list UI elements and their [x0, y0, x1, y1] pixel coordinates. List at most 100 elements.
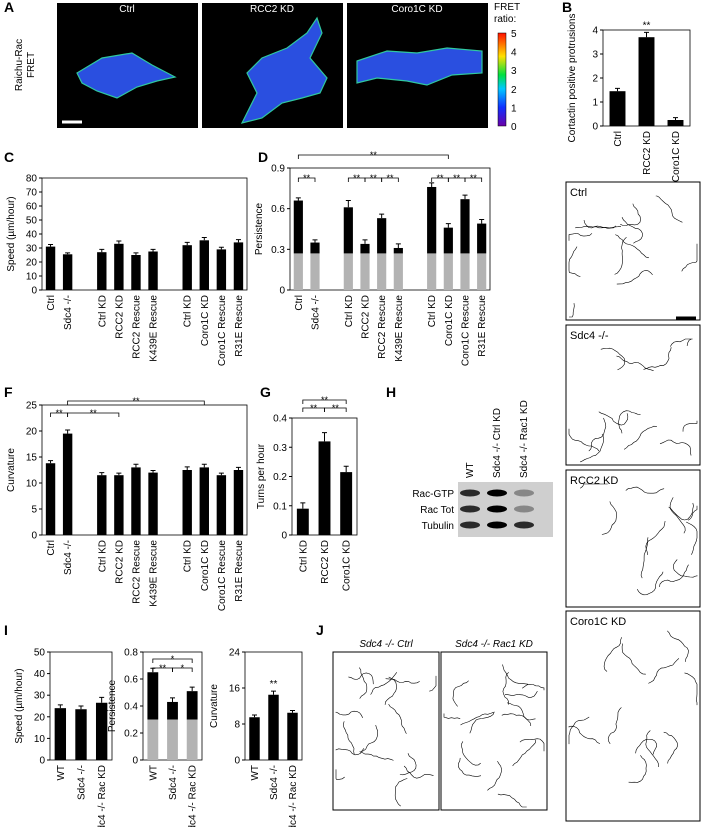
track — [614, 236, 627, 275]
error-bar — [99, 696, 105, 703]
x-tick-label: R31E Rescue — [477, 295, 488, 357]
band — [487, 521, 507, 529]
band — [514, 489, 534, 497]
bar-segment — [310, 253, 320, 290]
bar-segment — [360, 253, 370, 290]
error-bar — [271, 690, 276, 695]
x-tick-label: Ctrl KD — [183, 295, 194, 327]
track-panel — [332, 651, 440, 811]
band — [514, 505, 534, 513]
track-panel — [565, 469, 701, 608]
track — [621, 643, 646, 675]
track — [681, 243, 698, 272]
column-title: Coro1C KD — [391, 4, 442, 15]
error-bar — [295, 197, 301, 201]
colorbar-tick: 3 — [511, 66, 517, 77]
error-bar — [379, 213, 385, 219]
track — [607, 707, 622, 745]
cell — [240, 16, 328, 124]
x-tick-label: Coro1C Rescue — [217, 295, 228, 367]
significance: * — [181, 663, 185, 673]
y-tick-label: 0 — [592, 122, 598, 133]
bracket — [464, 177, 483, 182]
x-tick-label: K439E Rescue — [149, 540, 160, 607]
y-tick-label: 0.3 — [271, 245, 285, 256]
bar — [62, 433, 73, 535]
error-bar — [218, 472, 224, 476]
bar-segment — [443, 253, 453, 290]
track — [568, 716, 590, 745]
error-bar — [235, 239, 241, 243]
track — [358, 667, 368, 699]
bar — [97, 475, 107, 535]
error-bar — [78, 705, 84, 710]
track — [359, 751, 394, 761]
x-tick-label: RCC2 KD — [361, 295, 372, 339]
track — [618, 410, 641, 434]
error-bar — [184, 466, 190, 470]
track — [348, 672, 374, 685]
error-bar — [322, 432, 327, 442]
y-tick-label: 1 — [592, 98, 598, 109]
error-bar — [235, 466, 241, 470]
track — [568, 246, 581, 277]
error-bar — [150, 470, 156, 473]
significance: ** — [90, 408, 98, 418]
y-tick-label: 0.4 — [124, 702, 138, 713]
bar — [233, 470, 244, 535]
bar — [216, 475, 227, 535]
bracket — [172, 667, 193, 672]
track — [507, 702, 532, 727]
error-bar — [462, 194, 468, 200]
bar — [148, 251, 158, 290]
x-tick-label: Ctrl KD — [183, 540, 194, 572]
y-tick-label: 10 — [34, 734, 46, 745]
track — [579, 433, 604, 463]
significance: ** — [321, 395, 329, 405]
x-tick-label: Sdc4 -/- — [311, 295, 322, 330]
y-tick-label: 0 — [279, 286, 285, 297]
track — [623, 425, 657, 450]
y-tick-label: 0.6 — [271, 204, 285, 215]
blot-row-label: Rac-GTP — [412, 489, 454, 500]
y-tick-label: 4 — [592, 26, 598, 37]
row-label: FRET — [26, 52, 37, 78]
panel-letter: H — [386, 384, 396, 400]
colorbar-title: ratio: — [494, 14, 516, 25]
significance: ** — [56, 408, 64, 418]
track — [568, 233, 593, 241]
significance: ** — [436, 173, 444, 183]
x-tick-label: WT — [250, 765, 261, 781]
track — [502, 664, 529, 685]
panel-letter: J — [316, 622, 324, 638]
x-tick-label: Ctrl KD — [298, 540, 309, 572]
bar-segment — [393, 253, 403, 290]
significance: ** — [159, 663, 167, 673]
panel-letter: A — [4, 0, 14, 15]
error-bar — [184, 241, 190, 246]
x-tick-label: Ctrl KD — [97, 540, 108, 572]
error-bar — [343, 465, 349, 473]
y-axis-label: Curvature — [209, 684, 220, 728]
y-tick-label: 50 — [26, 216, 38, 227]
panel-letter: D — [258, 149, 268, 165]
error-bar — [252, 714, 257, 718]
bar — [75, 709, 87, 760]
error-bar — [300, 502, 306, 509]
significance: ** — [270, 679, 278, 690]
track-panel-title: Sdc4 -/- Rac1 KD — [455, 639, 533, 650]
track — [659, 439, 692, 456]
bar-segment — [427, 186, 437, 254]
bar — [182, 245, 192, 290]
significance: * — [171, 654, 175, 664]
track — [568, 428, 600, 452]
track — [655, 195, 683, 223]
error-bar — [65, 252, 71, 255]
bracket — [297, 177, 316, 182]
bracket — [297, 154, 449, 159]
significance: ** — [353, 173, 361, 183]
track — [684, 672, 698, 706]
bar-segment — [147, 672, 159, 720]
x-tick-label: RCC2 Rescue — [377, 295, 388, 359]
colorbar-tick: 0 — [511, 122, 517, 133]
